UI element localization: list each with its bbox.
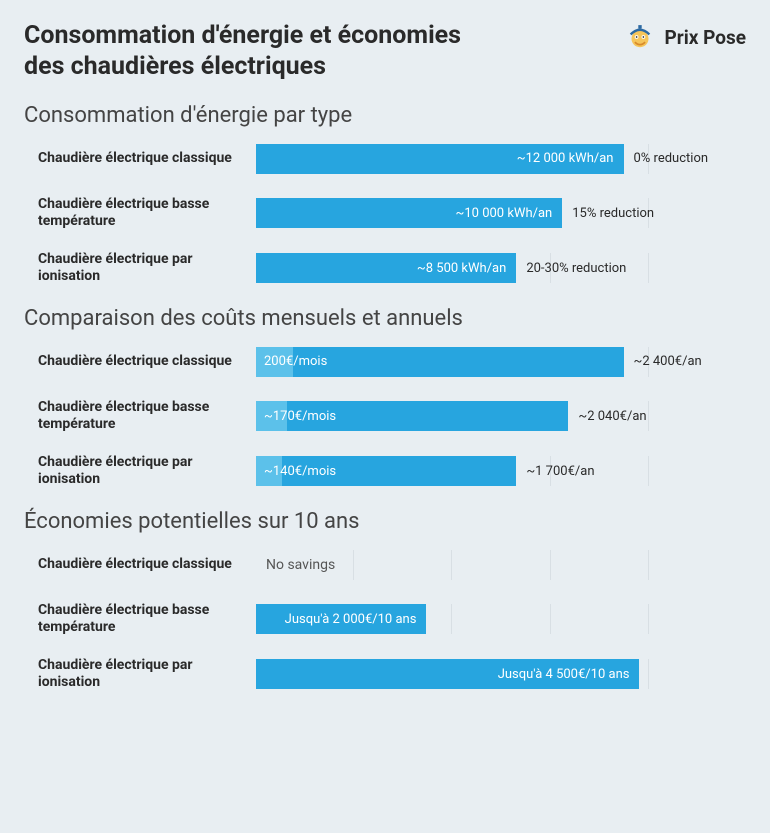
row-viz: 200€/mois ~2 400€/an <box>256 347 746 377</box>
bar: Jusqu'à 2 000€/10 ans <box>256 604 426 634</box>
chart-row: Chaudière électrique basse températureJu… <box>38 602 746 637</box>
chart-row: Chaudière électrique basse température~1… <box>38 196 746 231</box>
bar-stack: ~170€/mois <box>256 401 568 431</box>
page-title: Consommation d'énergie et économies des … <box>24 20 504 83</box>
bar: ~10 000 kWh/an <box>256 198 562 228</box>
row-viz: No savings <box>256 550 746 580</box>
reduction-label: 15% reduction <box>572 206 654 221</box>
row-viz: ~12 000 kWh/an 0% reduction <box>256 144 746 174</box>
bar: ~12 000 kWh/an <box>256 144 624 174</box>
row-viz: Jusqu'à 2 000€/10 ans <box>256 604 746 634</box>
row-label: Chaudière électrique basse température <box>38 602 256 637</box>
row-label: Chaudière électrique par ionisation <box>38 454 256 489</box>
bar-monthly: ~170€/mois <box>256 401 287 431</box>
brand-label: Prix Pose <box>665 26 747 49</box>
row-label: Chaudière électrique classique <box>38 353 256 371</box>
section1-chart: Chaudière électrique classique~12 000 kW… <box>24 142 746 286</box>
annual-label: ~2 040€/an <box>578 409 646 424</box>
row-viz: ~10 000 kWh/an 15% reduction <box>256 198 746 228</box>
row-label: Chaudière électrique basse température <box>38 399 256 434</box>
bar-monthly: ~140€/mois <box>256 456 282 486</box>
annual-label: ~1 700€/an <box>526 464 594 479</box>
bar-stack: 200€/mois <box>256 347 624 377</box>
header: Consommation d'énergie et économies des … <box>24 20 746 83</box>
monthly-label: ~170€/mois <box>264 409 336 424</box>
row-viz: Jusqu'à 4 500€/10 ans <box>256 659 746 689</box>
reduction-label: 20-30% reduction <box>526 261 626 276</box>
monthly-label: 200€/mois <box>264 354 327 369</box>
row-label: Chaudière électrique par ionisation <box>38 251 256 286</box>
row-viz: ~140€/mois ~1 700€/an <box>256 456 746 486</box>
section2-chart: Chaudière électrique classique200€/mois~… <box>24 345 746 489</box>
brand: Prix Pose <box>623 20 747 54</box>
chart-row: Chaudière électrique classiqueNo savings <box>38 548 746 582</box>
bar-monthly: 200€/mois <box>256 347 293 377</box>
section2-title: Comparaison des coûts mensuels et annuel… <box>24 306 746 331</box>
chart-row: Chaudière électrique par ionisationJusqu… <box>38 657 746 692</box>
chart-row: Chaudière électrique classique200€/mois~… <box>38 345 746 379</box>
chart-row: Chaudière électrique par ionisation~140€… <box>38 454 746 489</box>
section3-title: Économies potentielles sur 10 ans <box>24 509 746 534</box>
chart-row: Chaudière électrique classique~12 000 kW… <box>38 142 746 176</box>
row-label: Chaudière électrique basse température <box>38 196 256 231</box>
section3-chart: Chaudière électrique classiqueNo savings… <box>24 548 746 692</box>
bar-stack: ~140€/mois <box>256 456 516 486</box>
reduction-label: 0% reduction <box>634 151 709 166</box>
bar: ~8 500 kWh/an <box>256 253 516 283</box>
row-viz: ~170€/mois ~2 040€/an <box>256 401 746 431</box>
row-label: Chaudière électrique classique <box>38 556 256 574</box>
bar: Jusqu'à 4 500€/10 ans <box>256 659 639 689</box>
chart-row: Chaudière électrique par ionisation~8 50… <box>38 251 746 286</box>
no-savings-label: No savings <box>256 557 335 573</box>
section1-title: Consommation d'énergie par type <box>24 103 746 128</box>
chart-row: Chaudière électrique basse température~1… <box>38 399 746 434</box>
row-label: Chaudière électrique par ionisation <box>38 657 256 692</box>
row-viz: ~8 500 kWh/an 20-30% reduction <box>256 253 746 283</box>
monthly-label: ~140€/mois <box>264 464 336 479</box>
row-label: Chaudière électrique classique <box>38 150 256 168</box>
annual-label: ~2 400€/an <box>634 354 702 369</box>
mascot-icon <box>623 20 657 54</box>
